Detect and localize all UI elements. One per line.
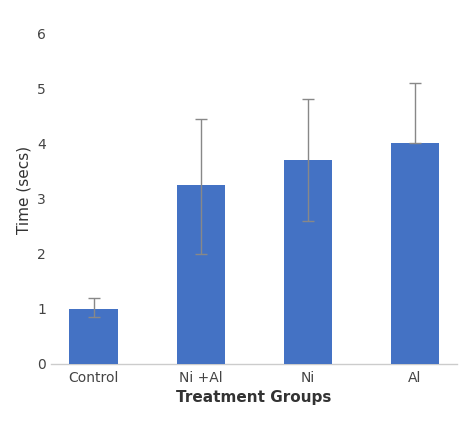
Bar (69, 309, 118, 364)
Bar (391, 143, 439, 364)
Y-axis label: Time (secs): Time (secs) (17, 146, 32, 234)
X-axis label: Treatment Groups: Treatment Groups (176, 390, 332, 406)
Bar (176, 185, 225, 364)
Bar (283, 160, 332, 364)
